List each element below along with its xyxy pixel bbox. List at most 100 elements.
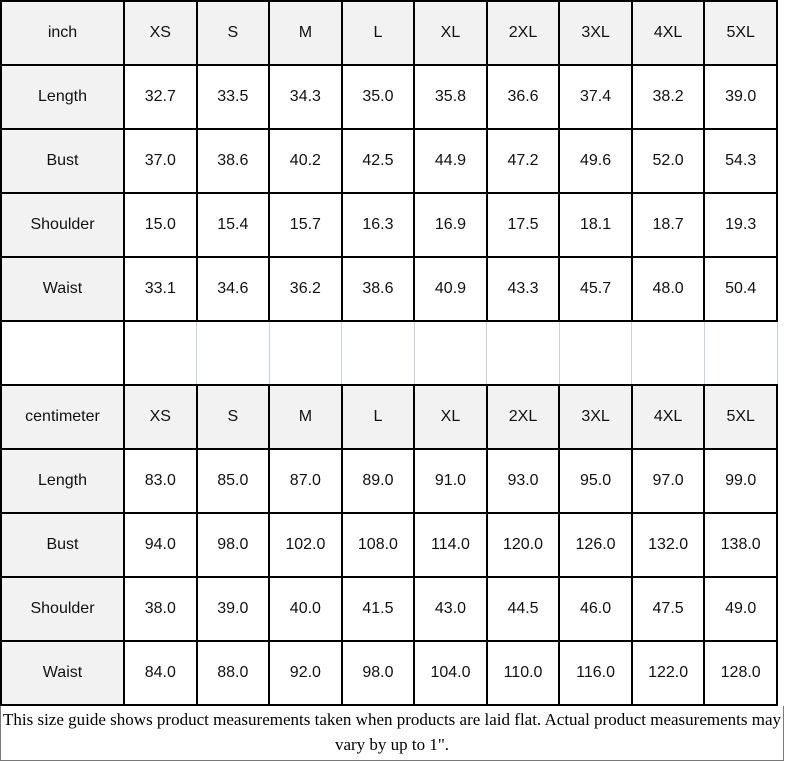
measurement-value-cell: 54.3 <box>703 128 778 194</box>
unit-header-cell: centimeter <box>0 384 125 450</box>
unit-header-cell: inch <box>0 0 125 66</box>
measurement-value-cell: 45.7 <box>558 256 633 322</box>
size-header-cell: L <box>340 0 416 66</box>
measurement-value-cell: 91.0 <box>413 448 488 514</box>
measurement-value-cell: 32.7 <box>123 64 198 130</box>
measurement-value-cell: 40.0 <box>268 576 343 642</box>
spacer-cell <box>123 320 198 386</box>
measurement-label-cell: Waist <box>0 640 125 706</box>
size-header-cell: 2XL <box>485 0 561 66</box>
measurement-value-cell: 93.0 <box>485 448 561 514</box>
measurement-value-cell: 35.8 <box>413 64 488 130</box>
measurement-value-cell: 114.0 <box>413 512 488 578</box>
footer-note-text: This size guide shows product measuremen… <box>3 710 781 754</box>
measurement-value-cell: 34.6 <box>195 256 271 322</box>
measurement-value-cell: 17.5 <box>485 192 561 258</box>
measurement-label-cell: Waist <box>0 256 125 322</box>
spacer-row <box>0 320 778 386</box>
measurement-value-cell: 92.0 <box>268 640 343 706</box>
measurement-value-cell: 18.7 <box>630 192 706 258</box>
size-header-cell: S <box>195 0 271 66</box>
spacer-cell <box>0 320 125 386</box>
size-header-cell: S <box>195 384 271 450</box>
measurement-value-cell: 46.0 <box>558 576 633 642</box>
measurement-value-cell: 38.2 <box>630 64 706 130</box>
measurement-label-cell: Bust <box>0 128 125 194</box>
header-row-inch: inch XS S M L XL 2XL 3XL 4XL 5XL <box>0 0 778 66</box>
measurement-value-cell: 40.2 <box>268 128 343 194</box>
measurement-value-cell: 43.3 <box>485 256 561 322</box>
measurement-value-cell: 38.0 <box>123 576 198 642</box>
table-row: Waist 84.0 88.0 92.0 98.0 104.0 110.0 116.0 122.… <box>0 640 778 706</box>
measurement-value-cell: 126.0 <box>558 512 633 578</box>
measurement-value-cell: 41.5 <box>340 576 416 642</box>
measurement-value-cell: 47.2 <box>485 128 561 194</box>
measurement-value-cell: 36.2 <box>268 256 343 322</box>
footer-note: This size guide shows product measuremen… <box>0 706 784 761</box>
table-row: Length 32.7 33.5 34.3 35.0 35.8 36.6 37.4 38.2 39… <box>0 64 778 130</box>
measurement-value-cell: 49.6 <box>558 128 633 194</box>
size-header-cell: XS <box>123 0 198 66</box>
measurement-value-cell: 104.0 <box>413 640 488 706</box>
measurement-value-cell: 38.6 <box>340 256 416 322</box>
measurement-value-cell: 39.0 <box>195 576 271 642</box>
measurement-value-cell: 37.0 <box>123 128 198 194</box>
size-header-cell: 4XL <box>630 384 706 450</box>
measurement-value-cell: 88.0 <box>195 640 271 706</box>
size-header-cell: 3XL <box>558 384 633 450</box>
measurement-value-cell: 52.0 <box>630 128 706 194</box>
spacer-cell <box>703 320 778 386</box>
spacer-cell <box>196 320 270 386</box>
measurement-value-cell: 128.0 <box>703 640 778 706</box>
measurement-value-cell: 122.0 <box>630 640 706 706</box>
measurement-value-cell: 50.4 <box>703 256 778 322</box>
size-header-cell: 3XL <box>558 0 633 66</box>
measurement-value-cell: 39.0 <box>703 64 778 130</box>
size-header-cell: L <box>340 384 416 450</box>
size-header-cell: 2XL <box>485 384 561 450</box>
measurement-value-cell: 120.0 <box>485 512 561 578</box>
measurement-value-cell: 34.3 <box>268 64 343 130</box>
measurement-value-cell: 33.1 <box>123 256 198 322</box>
measurement-value-cell: 116.0 <box>558 640 633 706</box>
table-row: Length 83.0 85.0 87.0 89.0 91.0 93.0 95.0 97.0 99… <box>0 448 778 514</box>
measurement-value-cell: 83.0 <box>123 448 198 514</box>
measurement-value-cell: 42.5 <box>340 128 416 194</box>
table-row: Shoulder 38.0 39.0 40.0 41.5 43.0 44.5 46.0 47.5… <box>0 576 778 642</box>
measurement-value-cell: 38.6 <box>195 128 271 194</box>
spacer-cell <box>268 320 343 386</box>
measurement-value-cell: 36.6 <box>485 64 561 130</box>
measurement-value-cell: 89.0 <box>340 448 416 514</box>
measurement-value-cell: 87.0 <box>268 448 343 514</box>
table-row: Shoulder 15.0 15.4 15.7 16.3 16.9 17.5 18.1 18.7… <box>0 192 778 258</box>
measurement-value-cell: 49.0 <box>703 576 778 642</box>
measurement-value-cell: 132.0 <box>630 512 706 578</box>
measurement-value-cell: 102.0 <box>268 512 343 578</box>
measurement-value-cell: 40.9 <box>413 256 488 322</box>
measurement-value-cell: 95.0 <box>558 448 633 514</box>
measurement-value-cell: 19.3 <box>703 192 778 258</box>
measurement-value-cell: 84.0 <box>123 640 198 706</box>
measurement-label-cell: Shoulder <box>0 192 125 258</box>
measurement-label-cell: Length <box>0 448 125 514</box>
size-header-cell: M <box>268 384 343 450</box>
measurement-value-cell: 108.0 <box>340 512 416 578</box>
size-header-cell: 4XL <box>630 0 706 66</box>
spacer-cell <box>631 320 705 386</box>
size-header-cell: XL <box>413 384 488 450</box>
measurement-value-cell: 99.0 <box>703 448 778 514</box>
size-header-cell: M <box>268 0 343 66</box>
measurement-value-cell: 16.3 <box>340 192 416 258</box>
measurement-value-cell: 98.0 <box>195 512 271 578</box>
size-guide-table-body: inch XS S M L XL 2XL 3XL 4XL 5XL Length 32.7 33.5 34.… <box>0 0 778 706</box>
size-header-cell: 5XL <box>703 384 778 450</box>
spacer-cell <box>486 320 560 386</box>
measurement-value-cell: 94.0 <box>123 512 198 578</box>
measurement-value-cell: 15.7 <box>268 192 343 258</box>
measurement-value-cell: 16.9 <box>413 192 488 258</box>
size-header-cell: XS <box>123 384 198 450</box>
table-row: Bust 37.0 38.6 40.2 42.5 44.9 47.2 49.6 52.0 54.3 <box>0 128 778 194</box>
measurement-value-cell: 85.0 <box>195 448 271 514</box>
header-row-centimeter: centimeter XS S M L XL 2XL 3XL 4XL 5XL <box>0 384 778 450</box>
